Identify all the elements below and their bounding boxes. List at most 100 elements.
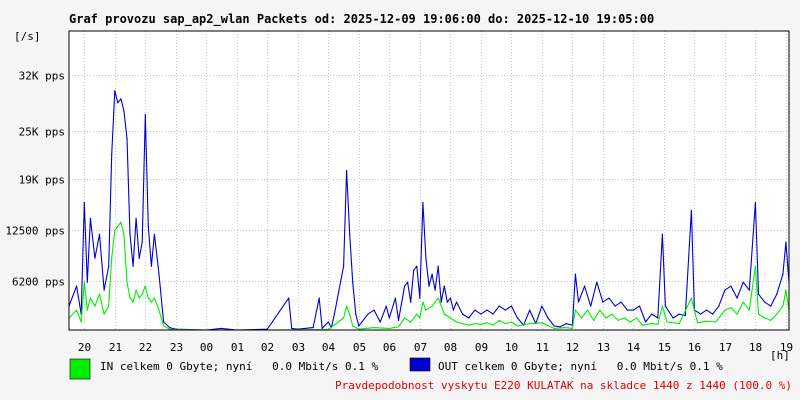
- data-point-in: [437, 297, 439, 299]
- data-point-in: [422, 301, 424, 303]
- data-point-out: [559, 326, 561, 328]
- data-point-in: [462, 323, 464, 325]
- data-point-in: [98, 293, 101, 295]
- data-point-out: [327, 321, 329, 323]
- data-point-in: [498, 319, 500, 321]
- data-point-in: [553, 327, 555, 329]
- data-point-in: [754, 265, 757, 267]
- data-point-out: [736, 297, 738, 299]
- data-point-out: [352, 281, 354, 283]
- data-point-in: [629, 321, 632, 323]
- data-point-in: [736, 313, 738, 315]
- data-point-in: [117, 225, 119, 227]
- data-point-in: [696, 322, 699, 324]
- series-group: [68, 90, 790, 331]
- data-point-in: [126, 281, 128, 283]
- x-tick-label: 19: [780, 341, 793, 354]
- x-tick-label: 05: [353, 341, 366, 354]
- data-point-out: [89, 217, 91, 219]
- data-point-in: [764, 317, 766, 319]
- data-point-in: [611, 313, 613, 315]
- y-tick-label: 6200 pps: [12, 276, 65, 289]
- data-point-out: [742, 281, 744, 283]
- data-point-out: [413, 269, 415, 271]
- grid: [69, 31, 789, 330]
- x-tick-label: 20: [78, 341, 91, 354]
- data-point-out: [153, 233, 155, 235]
- x-tick-label: 06: [383, 341, 396, 354]
- data-point-out: [443, 285, 445, 287]
- data-point-in: [587, 309, 589, 311]
- data-point-out: [94, 257, 96, 259]
- x-tick-label: 08: [444, 341, 457, 354]
- data-point-out: [748, 289, 750, 291]
- data-point-in: [94, 305, 96, 307]
- data-point-out: [724, 289, 726, 291]
- data-point-out: [288, 297, 290, 299]
- data-point-out: [132, 265, 134, 267]
- data-point-in: [103, 313, 105, 315]
- data-point-in: [449, 317, 451, 319]
- data-point-in: [706, 320, 708, 322]
- data-point-in: [492, 324, 494, 326]
- data-point-out: [141, 241, 143, 243]
- data-point-out: [486, 309, 488, 311]
- data-point-in: [76, 309, 78, 311]
- data-point-in: [730, 307, 732, 309]
- data-point-in: [343, 317, 345, 319]
- x-tick-label: 17: [719, 341, 732, 354]
- data-point-out: [98, 233, 101, 235]
- data-point-in: [651, 323, 653, 325]
- data-point-out: [346, 169, 348, 172]
- data-point-out: [645, 321, 647, 323]
- data-point-out: [468, 317, 470, 319]
- data-point-out: [103, 289, 105, 291]
- data-point-in: [574, 309, 577, 311]
- data-point-out: [388, 317, 390, 319]
- warning-message: Pravdepodobnost vyskytu E220 KULATAK na …: [335, 379, 792, 392]
- data-point-in: [120, 221, 122, 223]
- data-point-in: [541, 322, 543, 324]
- x-tick-label: 15: [658, 341, 671, 354]
- data-point-in: [678, 323, 680, 325]
- data-point-out: [547, 317, 549, 319]
- data-point-out: [349, 233, 351, 235]
- data-point-out: [120, 98, 122, 100]
- data-point-out: [434, 289, 436, 291]
- data-point-in: [480, 323, 482, 325]
- data-point-out: [108, 265, 110, 267]
- data-point-in: [599, 309, 601, 311]
- data-point-out: [129, 233, 131, 235]
- data-point-out: [785, 241, 787, 243]
- data-point-out: [492, 313, 494, 315]
- data-point-in: [770, 319, 772, 321]
- data-point-in: [623, 317, 625, 319]
- data-point-out: [404, 285, 406, 287]
- data-point-out: [169, 327, 171, 329]
- data-point-out: [730, 285, 732, 287]
- x-tick-label: 04: [322, 341, 336, 354]
- data-point-out: [480, 313, 482, 315]
- data-point-out: [138, 257, 140, 259]
- data-point-out: [431, 273, 433, 275]
- x-tick-label: 21: [109, 341, 122, 354]
- data-point-out: [449, 297, 451, 299]
- series-line-in: [68, 221, 790, 331]
- data-point-out: [474, 309, 476, 311]
- data-point-out: [76, 285, 78, 287]
- data-point-out: [608, 297, 610, 299]
- data-point-in: [89, 297, 91, 299]
- data-point-in: [504, 323, 506, 325]
- data-point-in: [657, 323, 659, 325]
- data-point-in: [510, 321, 512, 323]
- data-point-in: [635, 317, 638, 319]
- data-point-in: [410, 321, 412, 323]
- data-point-in: [111, 257, 113, 259]
- data-point-in: [565, 327, 567, 329]
- x-tick-label: 10: [505, 341, 518, 354]
- data-point-out: [553, 325, 555, 327]
- data-point-out: [770, 305, 772, 307]
- data-point-out: [577, 301, 580, 303]
- y-tick-label: 19K pps: [19, 174, 65, 187]
